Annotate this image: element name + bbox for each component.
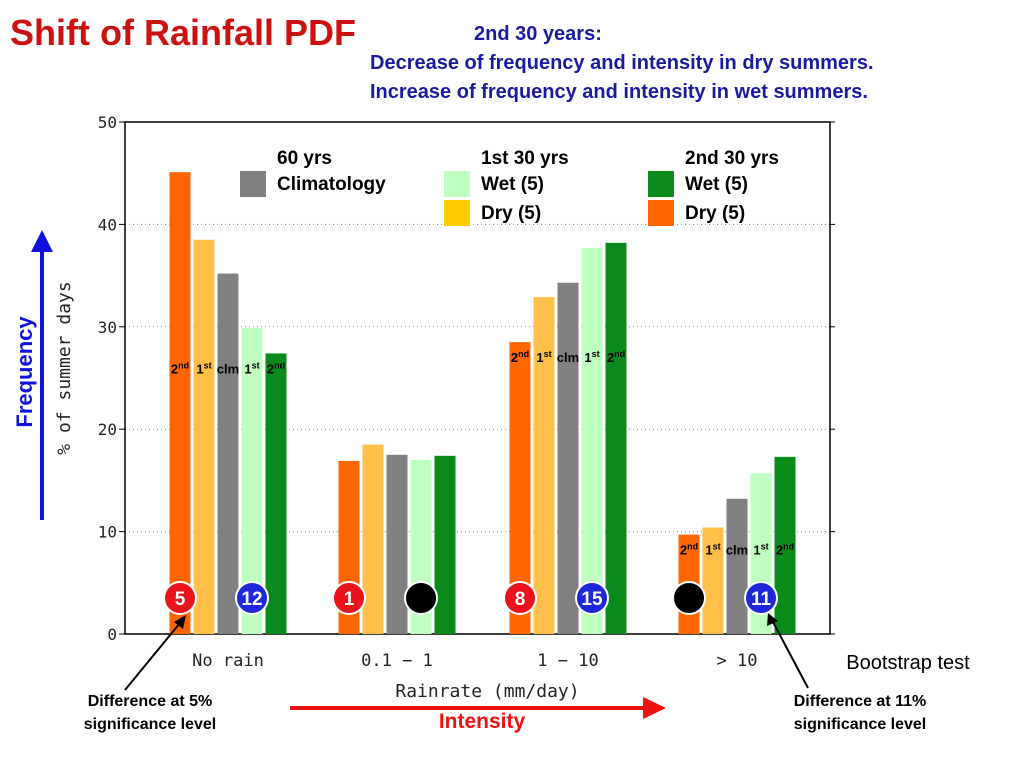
legend-label: Climatology [277, 174, 386, 195]
y-tick-label: 30 [98, 318, 117, 337]
significance-marker [503, 581, 537, 615]
significance-marker [672, 581, 706, 615]
note-left-line: significance level [84, 716, 217, 733]
bar-order-label: 1st [536, 349, 551, 365]
y-tick-label: 40 [98, 215, 117, 234]
y-tick-label: 20 [98, 420, 117, 439]
significance-marker [575, 581, 609, 615]
legend-label: Wet (5) [481, 174, 544, 195]
y-axis-label: % of summer days [54, 281, 75, 454]
bar-order-label: 2nd [511, 349, 529, 365]
note-right-arrowhead [767, 613, 778, 626]
legend-swatch [240, 171, 266, 197]
bar-dry2-2 [509, 342, 531, 634]
bar-order-label: 1st [584, 349, 599, 365]
bar-dry1-0 [193, 239, 215, 634]
significance-marker [332, 581, 366, 615]
significance-marker-label: 12 [241, 589, 262, 610]
x-axis-label: Rainrate (mm/day) [395, 681, 579, 702]
legend-label: Wet (5) [685, 174, 748, 195]
slide-title: Shift of Rainfall PDF [10, 12, 356, 53]
x-tick-label: > 10 [717, 651, 758, 671]
bar-wet2-0 [265, 353, 287, 634]
significance-marker-label: 8 [515, 589, 526, 610]
bar-clm-0 [217, 273, 239, 634]
x-tick-label: 0.1 − 1 [361, 651, 433, 671]
x-tick-label: 1 − 10 [537, 651, 598, 671]
note-left-line: Difference at 5% [88, 693, 213, 710]
note-left-arrowhead [174, 615, 186, 629]
legend-swatch [444, 200, 470, 226]
bar-order-label: clm [217, 361, 239, 376]
significance-marker [235, 581, 269, 615]
subtitle-heading: 2nd 30 years: [474, 23, 602, 45]
bar-clm-3 [726, 498, 748, 634]
significance-marker-label: 5 [175, 589, 186, 610]
bar-order-label: clm [726, 543, 748, 558]
bar-order-label: 1st [196, 360, 211, 376]
legend-label: Dry (5) [685, 203, 745, 224]
intensity-label: Intensity [439, 710, 526, 733]
bar-order-label: clm [557, 350, 579, 365]
bar-dry1-3 [702, 527, 724, 634]
legend-swatch [648, 171, 674, 197]
note-left-arrow [124, 622, 181, 691]
bar-clm-2 [557, 282, 579, 634]
legend-swatch [648, 200, 674, 226]
significance-marker [744, 581, 778, 615]
significance-marker-label: 11 [751, 589, 772, 610]
bar-order-label: 2nd [171, 360, 189, 376]
y-tick-label: 0 [107, 625, 117, 644]
bar-dry1-2 [533, 297, 555, 634]
bar-wet2-2 [605, 242, 627, 634]
legend-label: Dry (5) [481, 203, 541, 224]
note-right-line: Difference at 11% [794, 693, 927, 710]
bootstrap-label: Bootstrap test [846, 652, 970, 674]
subtitle-line-1: Decrease of frequency and intensity in d… [370, 52, 874, 74]
slide-subtitle: 2nd 30 years: Decrease of frequency and … [370, 20, 1020, 107]
x-tick-label: No rain [192, 651, 264, 671]
legend-heading: 2nd 30 yrs [685, 148, 779, 169]
bar-order-label: 2nd [776, 542, 794, 558]
bar-order-label: 1st [244, 360, 259, 376]
bar-wet1-2 [581, 247, 603, 634]
legend-heading: 60 yrs [277, 148, 332, 169]
bar-order-label: 2nd [680, 542, 698, 558]
significance-marker-label: 15 [581, 589, 603, 610]
bar-order-label: 1st [705, 542, 720, 558]
bar-wet1-0 [241, 327, 263, 634]
plot-frame [124, 121, 831, 635]
note-right-line: significance level [794, 716, 927, 733]
bar-wet2-3 [774, 456, 796, 634]
y-tick-label: 50 [98, 113, 117, 132]
bar-order-label: 1st [753, 542, 768, 558]
frequency-arrowhead [31, 230, 53, 252]
subtitle-line-2: Increase of frequency and intensity in w… [370, 81, 868, 103]
note-right-arrow [772, 621, 809, 689]
legend-swatch [444, 171, 470, 197]
y-tick-label: 10 [98, 523, 117, 542]
bar-wet2-1 [434, 455, 456, 634]
significance-marker [163, 581, 197, 615]
frequency-label: Frequency [12, 316, 37, 428]
significance-marker [404, 581, 438, 615]
bar-order-label: 2nd [607, 349, 625, 365]
bar-clm-1 [386, 454, 408, 634]
significance-marker-label: 1 [344, 589, 355, 610]
bar-dry2-0 [169, 172, 191, 634]
legend-heading: 1st 30 yrs [481, 148, 569, 169]
intensity-arrowhead [643, 697, 666, 719]
bar-dry1-1 [362, 444, 384, 634]
bar-order-label: 2nd [267, 360, 285, 376]
